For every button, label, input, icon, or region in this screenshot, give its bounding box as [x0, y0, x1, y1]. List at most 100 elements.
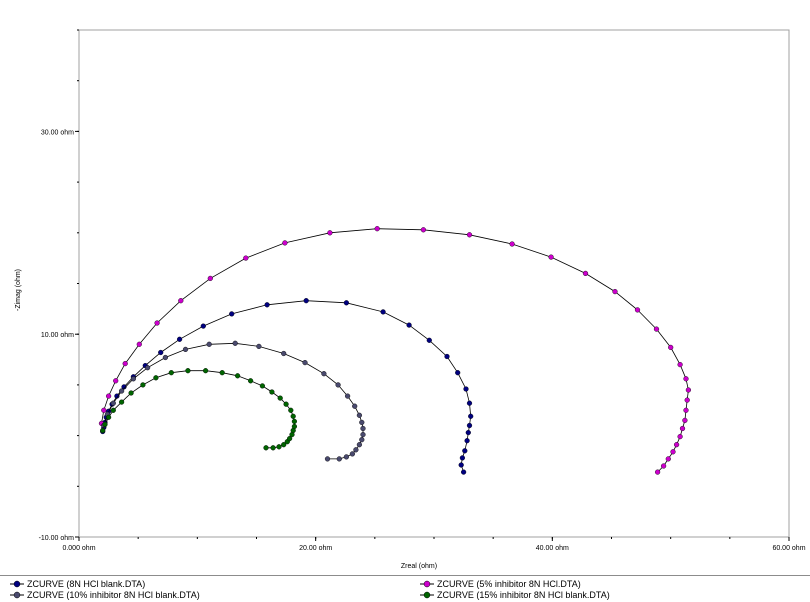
data-point[interactable]	[100, 427, 106, 434]
data-point[interactable]	[324, 456, 331, 462]
data-point[interactable]	[458, 462, 464, 468]
data-point[interactable]	[462, 448, 468, 454]
data-point[interactable]	[105, 414, 112, 420]
data-point[interactable]	[356, 412, 363, 418]
data-point[interactable]	[374, 226, 380, 232]
data-point[interactable]	[282, 240, 288, 246]
data-point[interactable]	[466, 232, 473, 238]
data-point[interactable]	[465, 430, 471, 436]
legend-item-10pct-inhibitor[interactable]: ZCURVE (10% inhibitor 8N HCl blank.DTA)	[10, 589, 200, 601]
data-point[interactable]	[464, 438, 470, 444]
data-point[interactable]	[283, 401, 289, 407]
data-point[interactable]	[185, 368, 191, 374]
data-point[interactable]	[359, 419, 365, 426]
data-point[interactable]	[291, 423, 298, 430]
data-point[interactable]	[336, 456, 342, 462]
data-point[interactable]	[335, 382, 341, 388]
data-point[interactable]	[509, 241, 515, 247]
data-point[interactable]	[229, 311, 235, 317]
data-point[interactable]	[345, 393, 351, 399]
data-point[interactable]	[463, 386, 469, 392]
data-point[interactable]	[118, 388, 125, 394]
data-point[interactable]	[158, 349, 164, 356]
data-point[interactable]	[302, 360, 308, 366]
data-point[interactable]	[353, 447, 359, 453]
data-point[interactable]	[668, 344, 674, 351]
data-point[interactable]	[276, 444, 282, 450]
data-point[interactable]	[101, 407, 107, 413]
data-point[interactable]	[673, 442, 680, 448]
data-point[interactable]	[679, 425, 686, 432]
data-point[interactable]	[582, 270, 589, 277]
data-point[interactable]	[291, 418, 298, 425]
data-point[interactable]	[466, 400, 473, 406]
data-point[interactable]	[461, 469, 467, 475]
data-point[interactable]	[178, 298, 184, 304]
data-point[interactable]	[145, 365, 151, 371]
data-point[interactable]	[130, 376, 137, 382]
data-point[interactable]	[203, 368, 209, 374]
data-point[interactable]	[207, 275, 213, 282]
data-point[interactable]	[182, 346, 189, 353]
data-point[interactable]	[356, 442, 363, 448]
data-point[interactable]	[287, 436, 293, 442]
legend-item-5pct-inhibitor[interactable]: ZCURVE (5% inhibitor 8N HCl.DTA)	[420, 578, 581, 590]
data-point[interactable]	[548, 254, 554, 260]
data-point[interactable]	[232, 340, 238, 346]
data-point[interactable]	[281, 350, 287, 357]
data-point[interactable]	[235, 373, 241, 379]
data-point[interactable]	[683, 407, 689, 413]
legend-item-15pct-inhibitor[interactable]: ZCURVE (15% inhibitor 8N HCl blank.DTA)	[420, 589, 610, 601]
data-point[interactable]	[118, 399, 125, 405]
data-point[interactable]	[153, 375, 159, 381]
data-point[interactable]	[177, 336, 183, 342]
data-point[interactable]	[660, 463, 667, 469]
data-point[interactable]	[684, 397, 690, 403]
data-point[interactable]	[248, 378, 254, 384]
data-point[interactable]	[466, 422, 473, 429]
data-point[interactable]	[200, 323, 206, 329]
data-point[interactable]	[677, 434, 683, 440]
data-point[interactable]	[281, 442, 287, 448]
data-point[interactable]	[243, 255, 249, 261]
data-point[interactable]	[612, 289, 618, 295]
data-point[interactable]	[206, 341, 212, 347]
data-point[interactable]	[110, 407, 116, 413]
data-point[interactable]	[327, 230, 333, 236]
data-point[interactable]	[154, 320, 160, 326]
data-point[interactable]	[263, 445, 269, 451]
data-point[interactable]	[136, 341, 142, 347]
data-point[interactable]	[264, 302, 270, 308]
data-point[interactable]	[352, 403, 358, 409]
data-point[interactable]	[682, 417, 688, 424]
data-point[interactable]	[634, 307, 641, 313]
data-point[interactable]	[406, 322, 412, 328]
data-point[interactable]	[219, 370, 225, 376]
data-point[interactable]	[128, 390, 134, 396]
data-point[interactable]	[343, 300, 350, 306]
data-point[interactable]	[256, 343, 262, 350]
data-point[interactable]	[270, 445, 276, 451]
data-point[interactable]	[122, 361, 128, 367]
data-point[interactable]	[105, 393, 112, 399]
data-point[interactable]	[288, 407, 294, 413]
data-point[interactable]	[459, 455, 466, 461]
data-point[interactable]	[121, 384, 127, 390]
data-point[interactable]	[426, 337, 432, 343]
data-point[interactable]	[683, 376, 689, 382]
data-point[interactable]	[455, 370, 461, 376]
data-point[interactable]	[277, 395, 283, 401]
data-point[interactable]	[303, 298, 309, 304]
data-point[interactable]	[290, 413, 296, 419]
data-point[interactable]	[343, 454, 350, 460]
data-point[interactable]	[321, 371, 327, 377]
data-point[interactable]	[102, 421, 108, 428]
data-point[interactable]	[269, 389, 275, 395]
data-point[interactable]	[349, 451, 356, 457]
data-point[interactable]	[444, 353, 450, 360]
data-point[interactable]	[380, 309, 386, 315]
data-point[interactable]	[665, 456, 671, 462]
data-point[interactable]	[359, 437, 365, 443]
data-point[interactable]	[468, 413, 474, 419]
legend-item-8n-blank[interactable]: ZCURVE (8N HCl blank.DTA)	[10, 578, 145, 590]
